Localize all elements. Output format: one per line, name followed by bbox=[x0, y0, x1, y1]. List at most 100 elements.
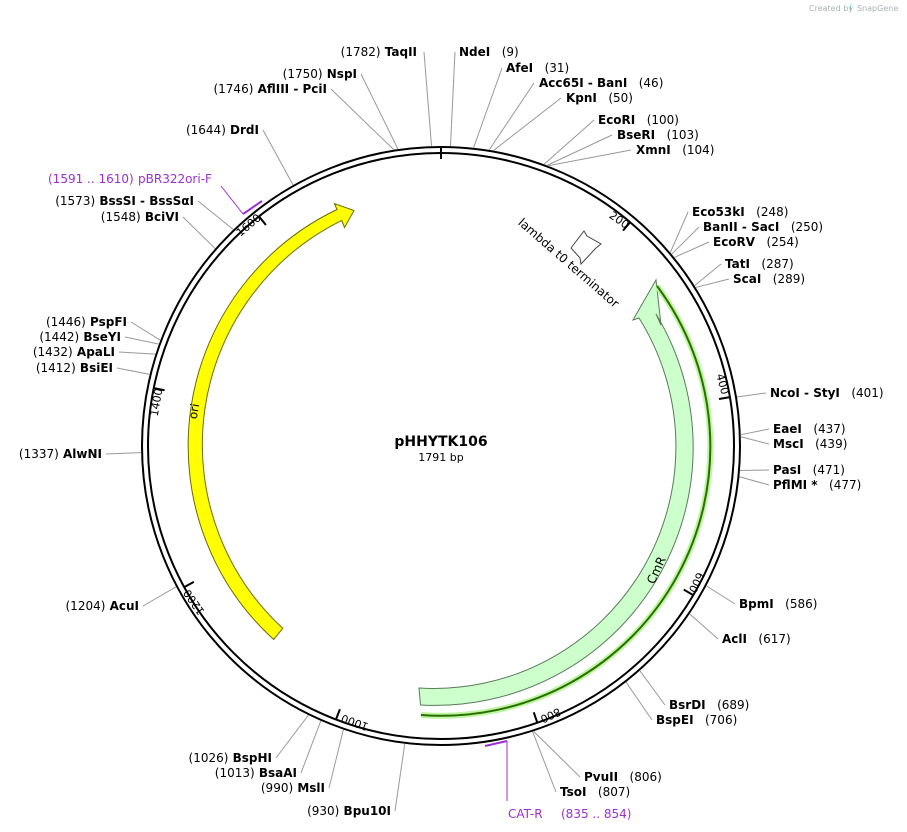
site-banii[interactable]: BanII - SacI (250) bbox=[703, 220, 823, 234]
plasmid-name: pHHYTK106 bbox=[394, 434, 487, 450]
tick-800 bbox=[532, 711, 539, 724]
site-pasi-part: PasI bbox=[773, 463, 801, 477]
site-apali[interactable]: (1432) ApaLI bbox=[33, 345, 115, 359]
leader-ndei bbox=[449, 51, 456, 147]
primer-ori-f-range[interactable]: (1591 .. 1610) bbox=[48, 172, 134, 186]
site-ndei-part: NdeI bbox=[459, 45, 490, 59]
leader-bsssi bbox=[197, 200, 234, 230]
site-xmni[interactable]: XmnI (104) bbox=[636, 143, 714, 157]
site-acui[interactable]: (1204) AcuI bbox=[66, 599, 140, 613]
site-bsphi-part: BspHI bbox=[228, 751, 272, 765]
site-acui-part: AcuI bbox=[105, 599, 139, 613]
site-bcivi[interactable]: (1548) BciVI bbox=[101, 210, 179, 224]
site-ecorv-part: (254) bbox=[755, 235, 799, 249]
site-bsiei-part: BsiEI bbox=[76, 361, 113, 375]
primer-ori-f-mark bbox=[242, 200, 263, 215]
leader-bspei bbox=[625, 681, 653, 721]
tick-1600 bbox=[258, 215, 267, 226]
leader-acui bbox=[142, 586, 177, 607]
site-scai-part: (289) bbox=[761, 272, 805, 286]
site-acli-part: AclI bbox=[722, 632, 747, 646]
site-bsaai[interactable]: (1013) BsaAI bbox=[215, 766, 297, 780]
site-acc65i[interactable]: Acc65I - BanI (46) bbox=[539, 76, 663, 90]
site-tsoi[interactable]: TsoI (807) bbox=[560, 785, 630, 799]
leader-bseyi bbox=[124, 336, 159, 345]
site-msli[interactable]: (990) MslI bbox=[261, 781, 325, 795]
site-scai[interactable]: ScaI (289) bbox=[733, 272, 805, 286]
site-pvuii[interactable]: PvuII (806) bbox=[584, 770, 662, 784]
primer-ori-f-leader bbox=[220, 185, 244, 215]
site-bsaai-part: (1013) bbox=[215, 766, 255, 780]
site-bsiei-part: (1412) bbox=[36, 361, 76, 375]
primer-cat-r-mark bbox=[484, 740, 508, 747]
site-ecorv-part: EcoRV bbox=[713, 235, 756, 249]
site-banii-part: SacI bbox=[747, 220, 780, 234]
site-tati-part: TatI bbox=[725, 257, 750, 271]
leader-eco53ki bbox=[669, 211, 689, 253]
site-pvuii-part: (806) bbox=[618, 770, 662, 784]
site-drdi[interactable]: (1644) DrdI bbox=[186, 123, 259, 137]
site-bspei[interactable]: BspEI (706) bbox=[656, 713, 737, 727]
site-xmni-part: XmnI bbox=[636, 143, 671, 157]
site-nspi[interactable]: (1750) NspI bbox=[283, 67, 357, 81]
primer-ori-f-name[interactable]: pBR322ori-F bbox=[138, 172, 212, 186]
site-bsssi[interactable]: (1573) BssSI - BssSαI bbox=[55, 194, 194, 208]
tick-600 bbox=[683, 588, 694, 597]
site-bpmi[interactable]: BpmI (586) bbox=[739, 597, 817, 611]
site-bsphi[interactable]: (1026) BspHI bbox=[189, 751, 272, 765]
site-bseri-part: BseRI bbox=[617, 128, 655, 142]
site-taqii[interactable]: (1782) TaqII bbox=[341, 45, 417, 59]
site-alwni-part: AlwNI bbox=[59, 447, 102, 461]
site-bspei-part: BspEI bbox=[656, 713, 694, 727]
site-pflmi-part: (477) bbox=[818, 478, 862, 492]
site-bseyi-part: (1442) bbox=[39, 330, 79, 344]
site-bpu10i-part: (930) bbox=[307, 804, 339, 818]
site-ncoi-part: - bbox=[800, 386, 809, 400]
site-pflmi[interactable]: PflMI * (477) bbox=[773, 478, 861, 492]
site-eaei[interactable]: EaeI (437) bbox=[773, 422, 846, 436]
site-afliii[interactable]: (1746) AflIII - PciI bbox=[213, 82, 327, 96]
ori-feature-arrow[interactable] bbox=[187, 202, 355, 641]
site-eco53ki[interactable]: Eco53kI (248) bbox=[692, 205, 788, 219]
leader-alwni bbox=[105, 452, 142, 455]
site-ncoi[interactable]: NcoI - StyI (401) bbox=[770, 386, 884, 400]
site-bsiei[interactable]: (1412) BsiEI bbox=[36, 361, 113, 375]
plasmid-length: 1791 bp bbox=[418, 451, 463, 464]
leader-acli bbox=[689, 613, 719, 640]
site-tati[interactable]: TatI (287) bbox=[725, 257, 794, 271]
site-afei[interactable]: AfeI (31) bbox=[506, 61, 569, 75]
site-pasi[interactable]: PasI (471) bbox=[773, 463, 845, 477]
site-tsoi-part: (807) bbox=[586, 785, 630, 799]
site-eco53ki-part: (248) bbox=[745, 205, 789, 219]
tick-400 bbox=[718, 396, 731, 400]
leader-xmni bbox=[547, 149, 632, 167]
primer-cat-r-name[interactable]: CAT-R bbox=[508, 807, 543, 821]
leader-bsiei bbox=[116, 367, 150, 375]
site-msci[interactable]: MscI (439) bbox=[773, 437, 847, 451]
terminator-arrow[interactable] bbox=[570, 230, 602, 266]
leader-taqii bbox=[423, 51, 433, 147]
site-msci-part: MscI bbox=[773, 437, 804, 451]
site-ecori[interactable]: EcoRI (100) bbox=[598, 113, 679, 127]
tick-200 bbox=[622, 221, 631, 232]
site-pspfi[interactable]: (1446) PspFI bbox=[46, 315, 127, 329]
site-ncoi-part: StyI bbox=[809, 386, 840, 400]
primer-cat-r-range[interactable]: (835 .. 854) bbox=[561, 807, 631, 821]
site-xmni-part: (104) bbox=[671, 143, 715, 157]
site-bseri[interactable]: BseRI (103) bbox=[617, 128, 699, 142]
site-ndei[interactable]: NdeI (9) bbox=[459, 45, 519, 59]
site-bpu10i[interactable]: (930) Bpu10I bbox=[307, 804, 391, 818]
site-bsrdi[interactable]: BsrDI (689) bbox=[669, 698, 749, 712]
site-nspi-part: NspI bbox=[323, 67, 357, 81]
leader-tsoi bbox=[532, 731, 557, 793]
site-kpni[interactable]: KpnI (50) bbox=[566, 91, 633, 105]
site-msli-part: (990) bbox=[261, 781, 293, 795]
cmr-feature-arrow[interactable] bbox=[418, 278, 694, 706]
leader-bpmi bbox=[706, 585, 736, 605]
site-acli[interactable]: AclI (617) bbox=[722, 632, 791, 646]
site-alwni[interactable]: (1337) AlwNI bbox=[19, 447, 102, 461]
site-bsaai-part: BsaAI bbox=[255, 766, 297, 780]
site-ecorv[interactable]: EcoRV (254) bbox=[713, 235, 799, 249]
site-bseyi[interactable]: (1442) BseYI bbox=[39, 330, 121, 344]
site-pasi-part: (471) bbox=[801, 463, 845, 477]
